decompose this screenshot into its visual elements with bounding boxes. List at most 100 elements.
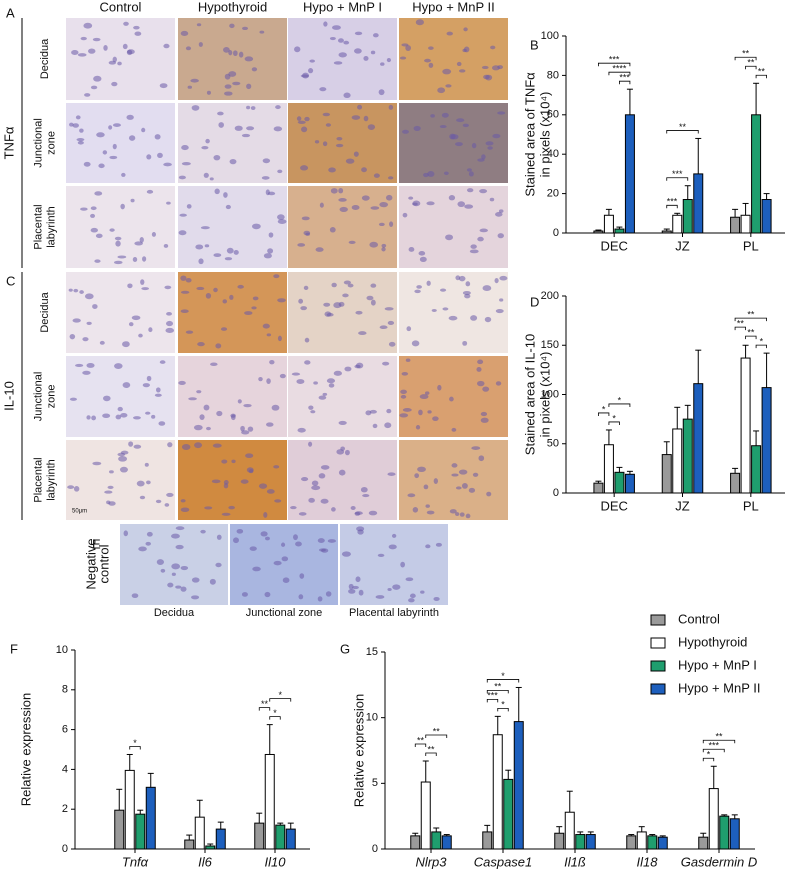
nucleus xyxy=(408,598,415,603)
nucleus xyxy=(399,413,409,418)
nucleus xyxy=(250,106,256,111)
nucleus xyxy=(420,590,425,594)
nucleus xyxy=(331,282,337,288)
nucleus xyxy=(232,81,241,86)
nucleus xyxy=(199,414,205,420)
nucleus xyxy=(426,510,435,515)
significance-label: ** xyxy=(715,732,723,742)
nucleus xyxy=(314,140,320,144)
nucleus xyxy=(413,125,421,131)
y-tick-label: 10 xyxy=(56,644,68,656)
nucleus xyxy=(151,414,156,419)
nucleus xyxy=(108,125,113,130)
nucleus xyxy=(282,577,290,583)
nucleus xyxy=(342,293,349,298)
nucleus xyxy=(246,83,252,90)
x-tick-label: Nlrp3 xyxy=(415,854,447,869)
nucleus xyxy=(213,253,222,258)
nucleus xyxy=(241,430,250,435)
nucleus xyxy=(265,422,274,427)
y-tick-label: 2 xyxy=(62,803,68,815)
nucleus xyxy=(216,534,222,540)
nucleus xyxy=(165,327,175,334)
nucleus xyxy=(263,253,272,259)
nucleus xyxy=(175,544,184,550)
nucleus xyxy=(273,560,282,566)
nucleus xyxy=(358,589,364,596)
nucleus xyxy=(186,204,192,209)
nucleus xyxy=(318,473,326,479)
significance-bracket xyxy=(269,716,281,720)
row-label: Placental xyxy=(32,204,44,249)
nucleus xyxy=(298,594,304,600)
nucleus xyxy=(191,105,200,111)
significance-label: * xyxy=(501,671,505,681)
bar xyxy=(661,454,672,494)
nucleus xyxy=(103,45,108,51)
x-tick-label: DEC xyxy=(600,238,627,253)
nucleus xyxy=(273,126,283,132)
nucleus xyxy=(191,595,200,600)
nucleus xyxy=(350,505,356,510)
nucleus xyxy=(468,171,474,177)
nucleus xyxy=(356,526,365,532)
y-tick-label: 15 xyxy=(366,646,378,658)
significance-bracket xyxy=(734,56,757,61)
nucleus xyxy=(265,189,270,196)
bar xyxy=(730,472,741,494)
nucleus xyxy=(400,394,407,399)
nucleus xyxy=(449,396,454,402)
nucleus xyxy=(258,377,263,382)
nucleus xyxy=(437,384,442,391)
nucleus xyxy=(266,489,275,494)
nucleus xyxy=(405,45,412,51)
nucleus xyxy=(165,320,174,327)
nucleus xyxy=(90,227,98,233)
row-label: labyrinth xyxy=(45,459,57,501)
nucleus xyxy=(86,415,91,420)
panel-label: E xyxy=(92,536,101,551)
nucleus xyxy=(326,378,336,384)
x-tick-label: Il1ß xyxy=(564,854,586,869)
nucleus xyxy=(313,381,318,385)
panel-label: F xyxy=(10,641,18,656)
nucleus xyxy=(77,140,84,145)
nucleus xyxy=(361,167,367,173)
nucleus xyxy=(373,173,380,178)
significance-label: *** xyxy=(619,73,630,83)
nucleus xyxy=(68,288,73,292)
nucleus xyxy=(411,340,420,347)
nucleus xyxy=(471,446,481,450)
nucleus xyxy=(401,371,409,376)
nucleus xyxy=(468,487,476,493)
bar xyxy=(585,834,596,850)
legend-label: Hypo + MnP I xyxy=(678,657,757,672)
nucleus xyxy=(317,538,325,544)
bar xyxy=(492,734,503,850)
nucleus xyxy=(226,247,234,254)
y-axis-label: in pixels (x10⁴) xyxy=(537,92,552,178)
nucleus xyxy=(230,413,236,418)
nucleus xyxy=(391,533,397,538)
nucleus xyxy=(495,381,502,386)
nucleus xyxy=(163,162,172,167)
y-tick-label: 100 xyxy=(541,30,559,42)
bar xyxy=(575,834,586,850)
nucleus xyxy=(456,118,465,123)
nucleus xyxy=(485,74,493,81)
y-tick-label: 20 xyxy=(547,188,559,200)
nucleus xyxy=(479,189,488,194)
nucleus xyxy=(218,122,224,128)
significance-label: ** xyxy=(758,67,766,77)
nucleus xyxy=(449,509,457,514)
nucleus xyxy=(73,486,80,492)
bar xyxy=(431,831,442,850)
nucleus xyxy=(217,111,224,116)
nucleus xyxy=(379,325,388,330)
nucleus xyxy=(477,236,484,242)
nucleus xyxy=(98,163,105,169)
nucleus xyxy=(456,61,462,67)
nucleus xyxy=(113,260,123,265)
tissue-label: Decidua xyxy=(154,607,195,619)
nucleus xyxy=(425,504,430,508)
